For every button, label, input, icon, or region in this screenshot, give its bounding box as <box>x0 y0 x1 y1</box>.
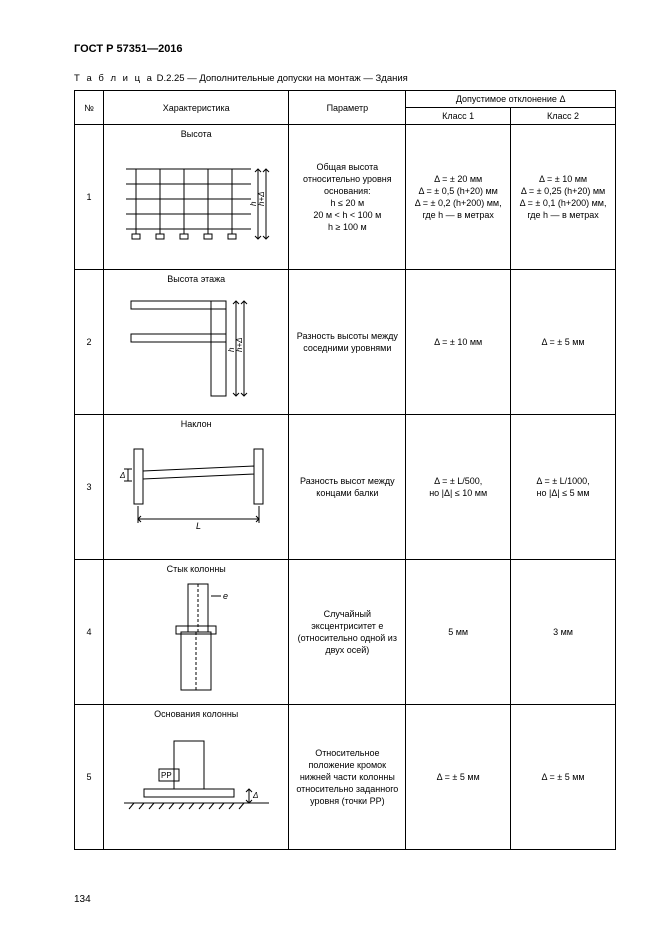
char-title: Основания колонны <box>104 705 288 721</box>
row-number: 3 <box>75 415 104 560</box>
class1-cell: 5 мм <box>406 560 511 705</box>
class2-cell: Δ = ± 5 мм <box>511 705 616 850</box>
parameter-cell: Относительное положение кромок нижней ча… <box>289 705 406 850</box>
table-row: 4 Стык колонны <box>75 560 616 705</box>
table-row: 3 Наклон <box>75 415 616 560</box>
svg-text:h+Δ: h+Δ <box>257 191 266 206</box>
row-number: 1 <box>75 125 104 270</box>
page-number: 134 <box>74 894 91 905</box>
col-header-characteristic: Характеристика <box>104 91 289 125</box>
row-number: 4 <box>75 560 104 705</box>
characteristic-cell: Наклон <box>104 415 289 560</box>
param-text: Общая высота относительно уровня основан… <box>293 161 401 234</box>
class2-cell: Δ = ± 10 мм Δ = ± 0,25 (h+20) мм Δ = ± 0… <box>511 125 616 270</box>
class1-cell: Δ = ± 10 мм <box>406 270 511 415</box>
char-title: Стык колонны <box>104 560 288 576</box>
parameter-cell: Общая высота относительно уровня основан… <box>289 125 406 270</box>
characteristic-cell: Высота <box>104 125 289 270</box>
table-row: 5 Основания колонны <box>75 705 616 850</box>
class2-cell: Δ = ± L/1000, но |Δ| ≤ 5 мм <box>511 415 616 560</box>
class1-cell: Δ = ± 20 мм Δ = ± 0,5 (h+20) мм Δ = ± 0,… <box>406 125 511 270</box>
caption-rest: D.2.25 — Дополнительные допуски на монта… <box>154 73 408 84</box>
diagram-column-base: PP Δ <box>104 721 288 841</box>
svg-text:h+Δ: h+Δ <box>235 337 244 352</box>
svg-text:e: e <box>223 591 228 601</box>
char-title: Высота <box>104 125 288 141</box>
col-header-parameter: Параметр <box>289 91 406 125</box>
parameter-cell: Разность высоты между соседними уровнями <box>289 270 406 415</box>
diagram-storey-height: h h+Δ <box>104 286 288 406</box>
svg-text:Δ: Δ <box>252 791 258 800</box>
table-row: 2 Высота этажа <box>75 270 616 415</box>
char-title: Наклон <box>104 415 288 431</box>
page: ГОСТ Р 57351—2016 Т а б л и ц а D.2.25 —… <box>0 0 661 935</box>
col-header-class1: Класс 1 <box>406 108 511 125</box>
parameter-cell: Случайный эксцентриситет e (относительно… <box>289 560 406 705</box>
tolerances-table: № Характеристика Параметр Допустимое отк… <box>74 90 616 850</box>
table-row: 1 Высота <box>75 125 616 270</box>
col-header-class2: Класс 2 <box>511 108 616 125</box>
caption-label: Т а б л и ц а <box>74 73 154 84</box>
document-header: ГОСТ Р 57351—2016 <box>74 43 616 55</box>
diagram-incline: Δ L <box>104 431 288 551</box>
characteristic-cell: Основания колонны <box>104 705 289 850</box>
char-title: Высота этажа <box>104 270 288 286</box>
parameter-cell: Разность высот между концами балки <box>289 415 406 560</box>
col-header-tolerance-group: Допустимое отклонение Δ <box>406 91 616 108</box>
class1-cell: Δ = ± L/500, но |Δ| ≤ 10 мм <box>406 415 511 560</box>
characteristic-cell: Стык колонны e <box>104 560 289 705</box>
table-caption: Т а б л и ц а D.2.25 — Дополнительные до… <box>74 73 616 84</box>
class2-cell: Δ = ± 5 мм <box>511 270 616 415</box>
row-number: 5 <box>75 705 104 850</box>
class1-cell: Δ = ± 5 мм <box>406 705 511 850</box>
diagram-height: h h+Δ <box>104 141 288 261</box>
col-header-number: № <box>75 91 104 125</box>
svg-text:PP: PP <box>161 771 172 780</box>
characteristic-cell: Высота этажа <box>104 270 289 415</box>
class2-cell: 3 мм <box>511 560 616 705</box>
svg-text:L: L <box>196 521 201 531</box>
svg-text:Δ: Δ <box>119 471 125 480</box>
row-number: 2 <box>75 270 104 415</box>
diagram-column-joint: e <box>104 576 288 696</box>
